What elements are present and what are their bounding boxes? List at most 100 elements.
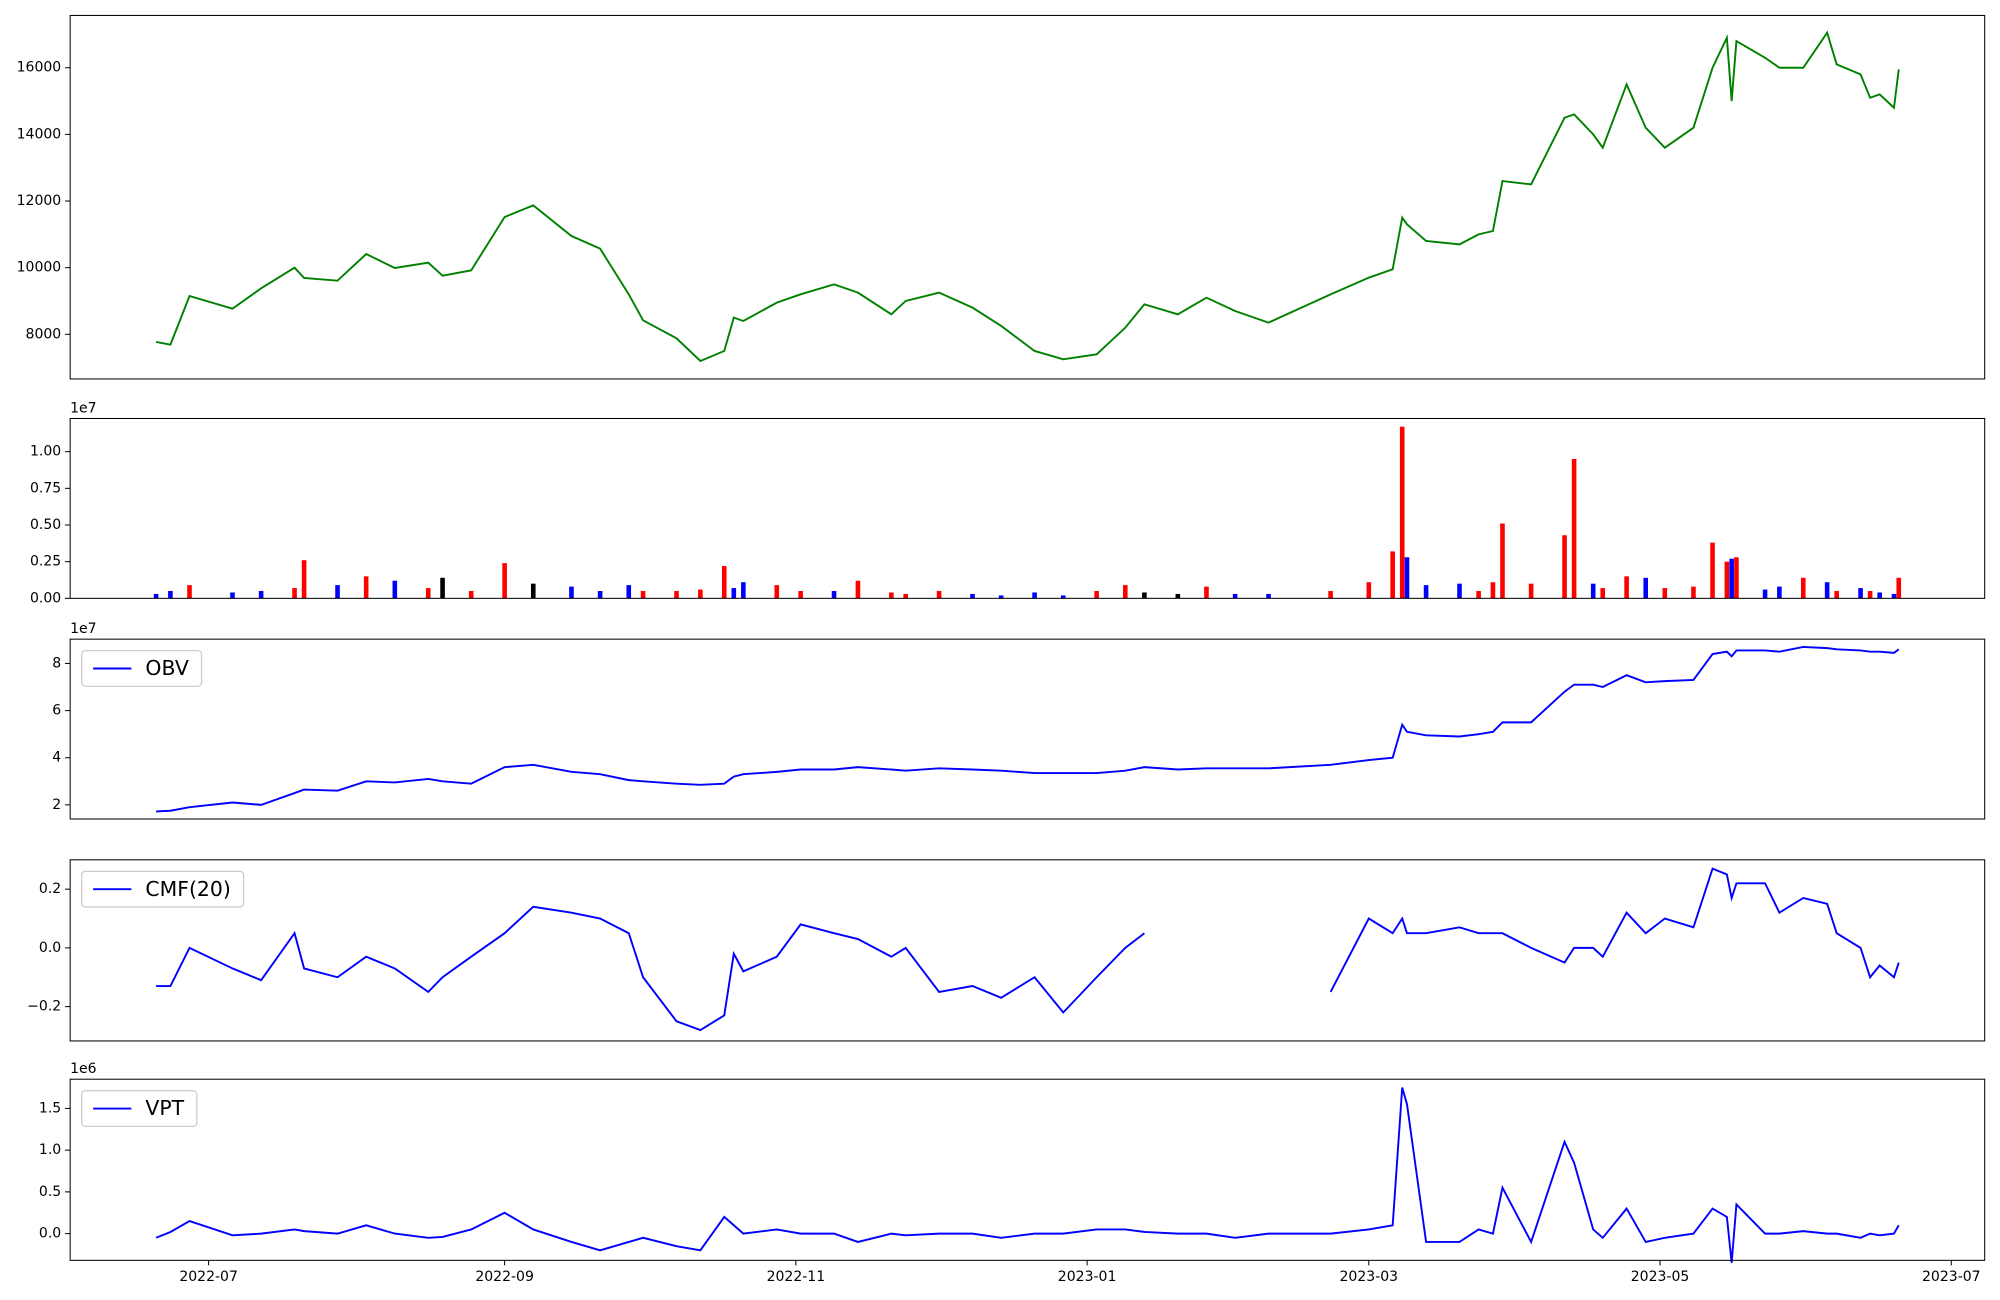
volume-bar — [335, 585, 340, 599]
volume-bar — [970, 593, 975, 599]
volume-bar — [831, 591, 837, 599]
y-tick-label: 8000 — [26, 326, 62, 342]
volume-bar — [674, 591, 679, 599]
y-tick-label: 0.50 — [30, 517, 61, 533]
volume-bar — [1734, 557, 1739, 599]
volume-bar — [187, 585, 192, 599]
volume-bar — [741, 582, 746, 599]
y-tick-label: 8 — [52, 655, 61, 671]
volume-bar — [774, 585, 780, 599]
volume-bar — [230, 592, 235, 599]
volume-bar — [1590, 583, 1596, 599]
volume-bar — [153, 593, 159, 599]
volume-bar — [1824, 582, 1830, 599]
y-tick-label: 6 — [52, 703, 61, 719]
volume-bar — [168, 591, 173, 599]
volume-bar — [936, 591, 942, 599]
volume-bar — [698, 589, 703, 599]
volume-bar — [292, 588, 297, 599]
volume-bar — [392, 580, 398, 599]
volume-bar — [1858, 588, 1863, 599]
x-tick-label: 2023-05 — [1631, 1269, 1690, 1285]
volume-bar — [1571, 458, 1577, 599]
y-tick-label: 0.0 — [39, 1226, 61, 1242]
x-tick-label: 2023-03 — [1340, 1269, 1399, 1285]
y-tick-label: 0.0 — [39, 940, 61, 956]
volume-bar — [1232, 593, 1238, 599]
series-line — [156, 645, 1900, 813]
volume-bar — [425, 588, 431, 599]
volume-bar — [1528, 583, 1534, 599]
volume-bar — [1896, 577, 1902, 599]
volume-bar — [440, 577, 445, 599]
legend-label: OBV — [145, 656, 188, 680]
axes-frame — [69, 638, 1986, 820]
volume-bar — [569, 586, 574, 599]
x-tick-label: 2023-01 — [1058, 1269, 1117, 1285]
x-tick-label: 2022-07 — [179, 1269, 238, 1285]
volume-bar — [1867, 591, 1873, 599]
volume-bar — [1500, 523, 1505, 599]
volume-bar — [1624, 576, 1629, 599]
axis-offset-label: 1e7 — [70, 621, 96, 637]
volume-bar — [1891, 593, 1897, 599]
volume-bar — [1399, 426, 1405, 599]
volume-bar — [855, 580, 861, 599]
volume-bar — [1476, 591, 1481, 599]
x-tick-label: 2022-11 — [767, 1269, 826, 1285]
volume-bar — [1328, 591, 1333, 599]
volume-bar — [258, 591, 264, 599]
y-tick-label: 0.00 — [30, 590, 61, 606]
x-tick-label: 2023-07 — [1922, 1269, 1981, 1285]
volume-bar — [640, 591, 646, 599]
volume-bar — [1724, 561, 1730, 599]
volume-bar — [798, 591, 803, 599]
y-tick-label: −0.2 — [27, 999, 61, 1015]
x-tick-label: 2022-09 — [475, 1269, 534, 1285]
volume-bar — [731, 588, 737, 599]
volume-bar — [626, 585, 632, 599]
volume-bar — [1204, 586, 1209, 599]
volume-bar — [1142, 592, 1147, 599]
volume-bar — [1600, 588, 1606, 599]
volume-bar — [1404, 557, 1410, 599]
volume-bar — [1423, 585, 1429, 599]
volume-bar — [1490, 582, 1496, 599]
volume-bar — [1877, 592, 1882, 599]
axis-offset-label: 1e7 — [70, 400, 96, 416]
axes-frame — [69, 1078, 1986, 1261]
volume-bar — [468, 591, 474, 599]
volume-bar — [1691, 586, 1696, 599]
volume-bar — [1457, 583, 1462, 599]
y-tick-label: 1.0 — [39, 1142, 61, 1158]
volume-bar — [1123, 585, 1128, 599]
volume-bar — [998, 595, 1004, 599]
volume-bar — [1710, 542, 1715, 599]
y-tick-label: 1.5 — [39, 1100, 61, 1116]
volume-bar — [1366, 582, 1372, 599]
legend-label: CMF(20) — [145, 877, 230, 901]
volume-bar — [530, 583, 536, 599]
volume-bar — [1562, 535, 1567, 599]
series-line — [156, 905, 1145, 1032]
volume-bar — [1390, 551, 1395, 599]
axes-frame — [69, 859, 1986, 1042]
volume-bar — [1777, 586, 1782, 599]
y-tick-label: 14000 — [17, 126, 62, 142]
volume-bar — [721, 566, 727, 599]
volume-bar — [502, 563, 507, 599]
volume-bar — [1060, 595, 1066, 599]
volume-bar — [1643, 577, 1649, 599]
volume-bar — [1032, 592, 1037, 599]
y-tick-label: 0.25 — [30, 554, 61, 570]
legend-box — [80, 650, 203, 687]
volume-bar — [1175, 593, 1181, 599]
series-line — [155, 30, 1900, 363]
volume-bar — [1094, 591, 1099, 599]
volume-bar — [1800, 577, 1806, 599]
y-tick-label: 0.75 — [30, 480, 61, 496]
volume-bar — [597, 591, 603, 599]
y-tick-label: 0.2 — [39, 881, 61, 897]
volume-bar — [1762, 589, 1768, 599]
